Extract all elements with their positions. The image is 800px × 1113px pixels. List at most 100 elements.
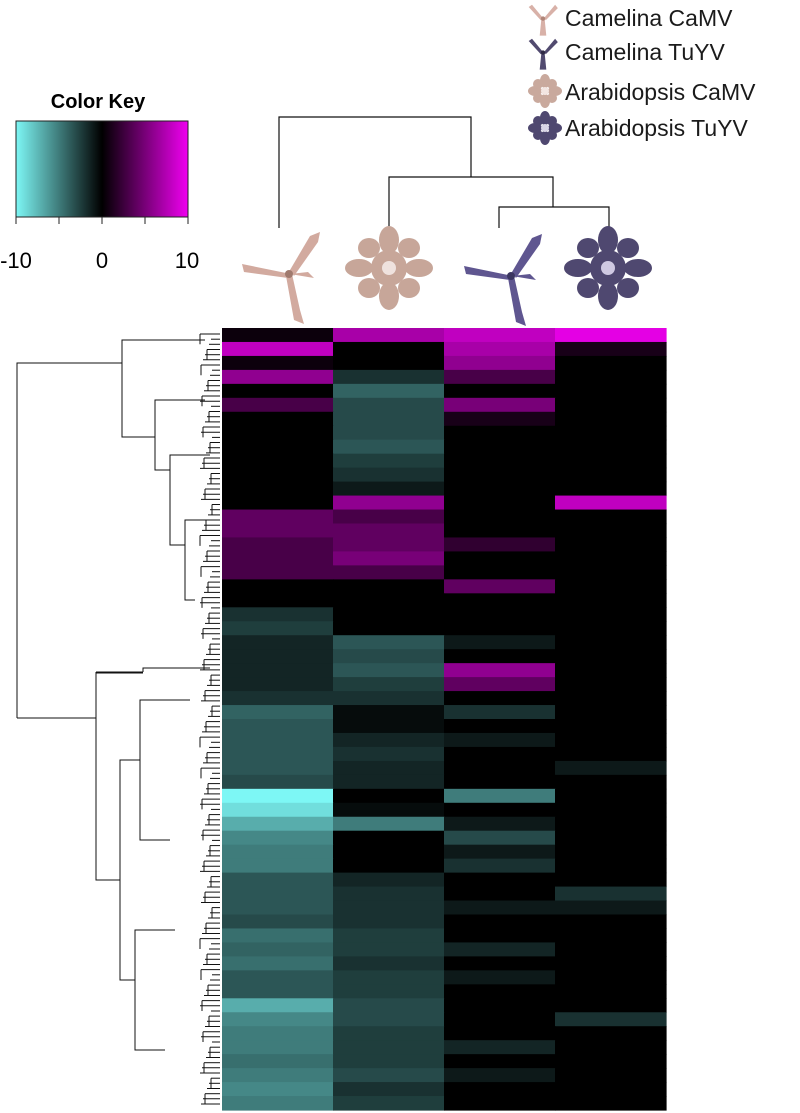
- heatmap-cell: [222, 719, 334, 734]
- heatmap-cell: [444, 677, 556, 692]
- heatmap-cell: [555, 1054, 667, 1069]
- heatmap-cell: [222, 1012, 334, 1027]
- heatmap-cell: [555, 984, 667, 999]
- heatmap-cell: [222, 774, 334, 790]
- legend-item-camelina-camv: Camelina CaMV: [528, 4, 733, 36]
- heatmap-cell: [222, 928, 334, 944]
- heatmap-cell: [444, 844, 556, 860]
- heatmap-cell: [555, 1068, 667, 1083]
- heatmap-cell: [222, 593, 334, 608]
- heatmap-cell: [555, 369, 667, 385]
- heatmap-cell: [333, 1026, 445, 1041]
- heatmap-cell: [222, 942, 334, 957]
- column-headers: [242, 226, 652, 326]
- heatmap-cell: [555, 914, 667, 930]
- heatmap-cell: [444, 397, 556, 413]
- heatmap-cell: [444, 411, 556, 427]
- heatmap-cell: [333, 509, 445, 525]
- heatmap-cell: [444, 732, 556, 748]
- heatmap-cell: [555, 328, 667, 343]
- heatmap-cell: [444, 355, 556, 371]
- heatmap-cell: [555, 649, 667, 664]
- heatmap-cell: [555, 355, 667, 371]
- heatmap-cell: [555, 439, 667, 455]
- heatmap-cell: [333, 481, 445, 497]
- heatmap-cell: [222, 1054, 334, 1069]
- heatmap-cell: [444, 579, 556, 594]
- heatmap-cell: [222, 956, 334, 971]
- color-key: Color Key -10 0 10: [0, 91, 199, 273]
- heatmap-cell: [333, 439, 445, 455]
- heatmap-cell: [555, 593, 667, 608]
- heatmap-cell: [333, 872, 445, 888]
- heatmap-cell: [555, 970, 667, 985]
- heatmap-cell: [222, 732, 334, 748]
- heatmap-cell: [333, 551, 445, 566]
- heatmap-cell: [444, 998, 556, 1013]
- heatmap-cell: [222, 1082, 334, 1097]
- heatmap-cell: [222, 816, 334, 832]
- heatmap-cell: [333, 788, 445, 804]
- heatmap-cell: [333, 1082, 445, 1097]
- heatmap-cell: [222, 830, 334, 846]
- heatmap-cell: [444, 858, 556, 874]
- heatmap-cell: [333, 495, 445, 511]
- heatmap-cell: [555, 900, 667, 916]
- heatmap-cell: [333, 1040, 445, 1055]
- heatmap-cell: [444, 1082, 556, 1097]
- heatmap-grid: [222, 328, 667, 1111]
- color-key-ticks: [15, 217, 189, 224]
- heatmap-cell: [444, 760, 556, 776]
- heatmap-cell: [444, 719, 556, 734]
- heatmap-cell: [444, 900, 556, 916]
- heatmap-cell: [555, 1012, 667, 1027]
- heatmap-cell: [333, 328, 445, 343]
- heatmap-cell: [333, 369, 445, 385]
- heatmap-cell: [333, 802, 445, 818]
- heatmap-cell: [333, 830, 445, 846]
- heatmap-cell: [222, 425, 334, 441]
- heatmap-cell: [333, 914, 445, 930]
- heatmap-cell: [444, 383, 556, 399]
- heatmap-cell: [333, 760, 445, 776]
- heatmap-cell: [333, 677, 445, 692]
- heatmap-cell: [333, 607, 445, 622]
- heatmap-cell: [222, 1026, 334, 1041]
- arabidopsis-rosette-icon: [345, 226, 433, 310]
- heatmap-cell: [222, 984, 334, 999]
- heatmap-cell: [222, 439, 334, 455]
- heatmap-cell: [555, 691, 667, 706]
- heatmap-cell: [444, 369, 556, 385]
- heatmap-cell: [444, 467, 556, 483]
- row-dendrogram-leaves: [199, 333, 220, 1105]
- heatmap-cell: [555, 341, 667, 357]
- heatmap-cell: [222, 872, 334, 888]
- heatmap-cell: [555, 746, 667, 762]
- heatmap-cell: [222, 760, 334, 776]
- heatmap-cell: [222, 509, 334, 525]
- heatmap-cell: [222, 579, 334, 594]
- heatmap-cell: [333, 453, 445, 469]
- heatmap-cell: [222, 565, 334, 580]
- heatmap-cell: [555, 886, 667, 902]
- heatmap-cell: [444, 635, 556, 650]
- heatmap-cell: [222, 635, 334, 650]
- heatmap-cell: [444, 1012, 556, 1027]
- heatmap-cell: [333, 746, 445, 762]
- heatmap-cell: [444, 1054, 556, 1069]
- heatmap-cell: [444, 453, 556, 469]
- camelina-plant-icon: [242, 232, 320, 324]
- arabidopsis-rosette-icon: [528, 74, 562, 108]
- heatmap-cell: [555, 928, 667, 944]
- heatmap-cell: [444, 523, 556, 539]
- heatmap-cell: [222, 551, 334, 566]
- heatmap-cell: [333, 649, 445, 664]
- heatmap-cell: [555, 411, 667, 427]
- heatmap-cell: [555, 621, 667, 636]
- heatmap-cell: [333, 411, 445, 427]
- color-key-gradient: [15, 120, 189, 218]
- heatmap-cell: [444, 425, 556, 441]
- heatmap-cell: [222, 355, 334, 371]
- heatmap-cell: [222, 453, 334, 469]
- heatmap-cell: [555, 425, 667, 441]
